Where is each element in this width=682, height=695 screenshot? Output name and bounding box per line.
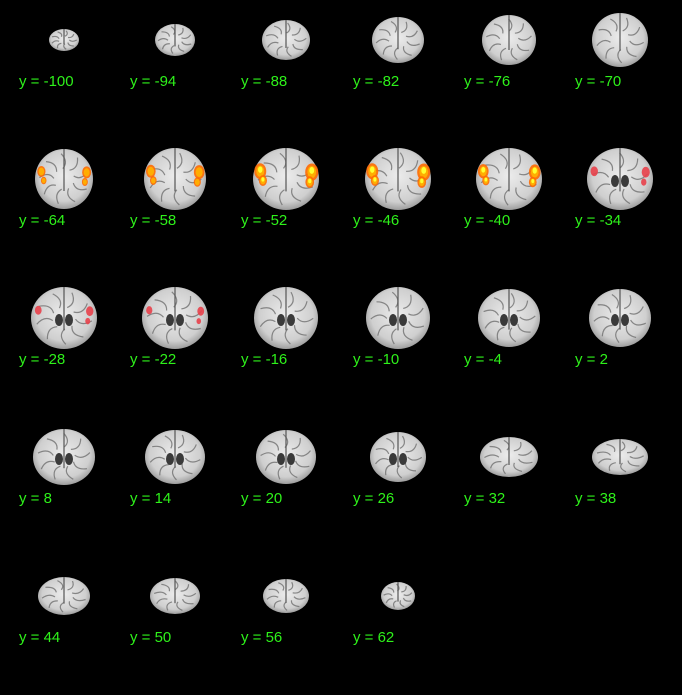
brain-slice-image <box>145 430 205 484</box>
slice-coordinate-label: y = 62 <box>353 629 395 646</box>
slice-panel: y = -16 <box>222 278 333 417</box>
brain-slice-image <box>370 432 426 482</box>
slice-coordinate-label: y = -28 <box>19 351 66 368</box>
slice-panel: y = -22 <box>111 278 222 417</box>
slice-panel: y = 38 <box>556 417 667 556</box>
brain-slice-image <box>35 149 93 209</box>
slice-panel: y = -100 <box>0 0 111 139</box>
slice-panel: y = 56 <box>222 556 333 695</box>
slice-panel: y = 20 <box>222 417 333 556</box>
slice-coordinate-label: y = -70 <box>575 73 622 90</box>
slice-coordinate-label: y = -34 <box>575 212 622 229</box>
slice-panel: y = -10 <box>334 278 445 417</box>
brain-slice-image <box>33 429 95 485</box>
slice-coordinate-label: y = -82 <box>353 73 400 90</box>
slice-coordinate-label: y = 8 <box>19 490 52 507</box>
slice-coordinate-label: y = -4 <box>464 351 502 368</box>
brain-slice-image <box>478 289 540 347</box>
slice-panel: y = -82 <box>334 0 445 139</box>
slice-coordinate-label: y = -94 <box>130 73 177 90</box>
slice-panel: y = -40 <box>445 139 556 278</box>
slice-panel: y = -4 <box>445 278 556 417</box>
slice-coordinate-label: y = -64 <box>19 212 66 229</box>
slice-panel: y = -70 <box>556 0 667 139</box>
brain-slice-image <box>372 17 424 63</box>
slice-coordinate-label: y = 32 <box>464 490 506 507</box>
brain-slice-image <box>480 437 538 477</box>
brain-slice-montage: y = -100 y = -94 y = -88 y = -82 y = -76 y = … <box>0 0 667 646</box>
brain-slice-image <box>592 13 648 67</box>
brain-slice-image <box>49 29 79 51</box>
slice-coordinate-label: y = 50 <box>130 629 172 646</box>
slice-coordinate-label: y = 14 <box>130 490 172 507</box>
slice-panel: y = 50 <box>111 556 222 695</box>
brain-slice-image <box>256 430 316 484</box>
slice-coordinate-label: y = 20 <box>241 490 283 507</box>
slice-panel: y = 44 <box>0 556 111 695</box>
slice-panel: y = 32 <box>445 417 556 556</box>
slice-coordinate-label: y = -22 <box>130 351 177 368</box>
brain-slice-image <box>592 439 648 475</box>
slice-coordinate-label: y = -16 <box>241 351 288 368</box>
brain-slice-image <box>150 578 200 614</box>
slice-coordinate-label: y = -100 <box>19 73 74 90</box>
brain-slice-image <box>263 579 309 613</box>
brain-slice-image <box>254 287 318 349</box>
brain-slice-image <box>476 148 542 210</box>
slice-coordinate-label: y = -88 <box>241 73 288 90</box>
brain-slice-image <box>366 287 430 349</box>
brain-slice-image <box>482 15 536 65</box>
slice-panel: y = -28 <box>0 278 111 417</box>
slice-panel: y = 26 <box>334 417 445 556</box>
brain-slice-image <box>262 20 310 60</box>
brain-slice-image <box>365 148 431 210</box>
slice-panel: y = -64 <box>0 139 111 278</box>
brain-slice-image <box>31 287 97 349</box>
brain-slice-image <box>38 577 90 615</box>
brain-slice-image <box>587 148 653 210</box>
slice-coordinate-label: y = 26 <box>353 490 395 507</box>
slice-panel: y = 62 <box>334 556 445 695</box>
slice-coordinate-label: y = -10 <box>353 351 400 368</box>
slice-coordinate-label: y = -40 <box>464 212 511 229</box>
brain-slice-image <box>381 582 415 610</box>
brain-slice-image <box>144 148 206 210</box>
brain-slice-image <box>253 148 319 210</box>
slice-panel: y = 8 <box>0 417 111 556</box>
brain-slice-image <box>142 287 208 349</box>
brain-slice-image <box>155 24 195 56</box>
slice-panel: y = -88 <box>222 0 333 139</box>
slice-coordinate-label: y = 2 <box>575 351 608 368</box>
slice-coordinate-label: y = -76 <box>464 73 511 90</box>
slice-coordinate-label: y = 44 <box>19 629 61 646</box>
slice-coordinate-label: y = -58 <box>130 212 177 229</box>
slice-coordinate-label: y = -52 <box>241 212 288 229</box>
slice-panel: y = 14 <box>111 417 222 556</box>
slice-coordinate-label: y = 38 <box>575 490 617 507</box>
slice-panel: y = -94 <box>111 0 222 139</box>
slice-panel: y = 2 <box>556 278 667 417</box>
slice-panel: y = -46 <box>334 139 445 278</box>
slice-panel: y = -76 <box>445 0 556 139</box>
slice-panel: y = -34 <box>556 139 667 278</box>
brain-slice-image <box>589 289 651 347</box>
slice-coordinate-label: y = 56 <box>241 629 283 646</box>
slice-coordinate-label: y = -46 <box>353 212 400 229</box>
slice-panel: y = -58 <box>111 139 222 278</box>
slice-panel: y = -52 <box>222 139 333 278</box>
